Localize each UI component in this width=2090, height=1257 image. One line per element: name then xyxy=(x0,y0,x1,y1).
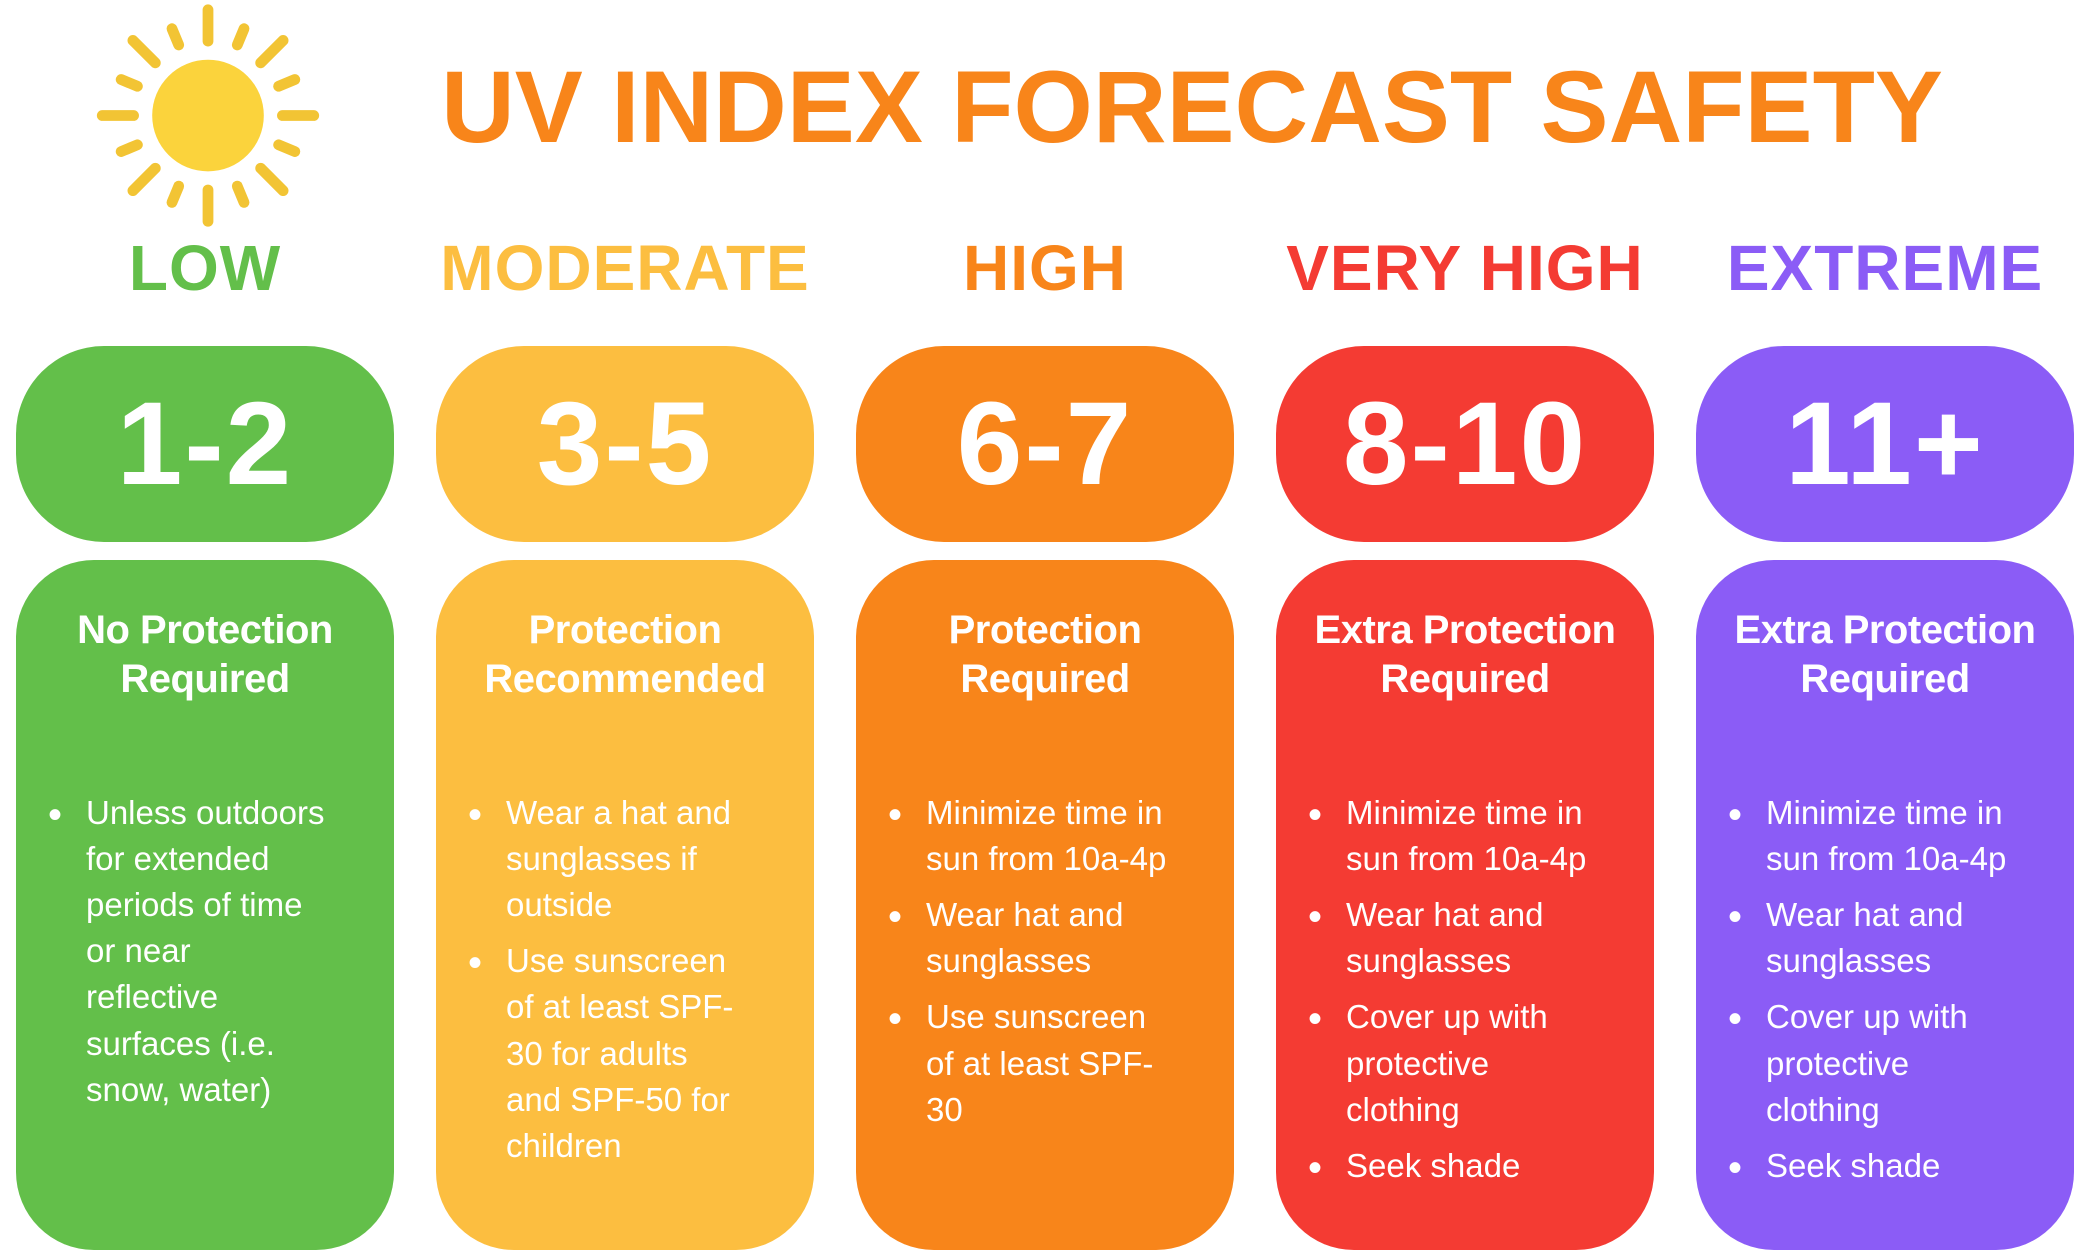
advice-item: Use sunscreen of at least SPF-30 xyxy=(880,991,1170,1133)
advice-heading: Extra Protection Required xyxy=(1314,608,1616,701)
uv-advice-card: Protection Recommended Wear a hat and su… xyxy=(436,560,814,1250)
advice-heading: No Protection Required xyxy=(77,608,333,701)
advice-list: Unless outdoors for extended periods of … xyxy=(40,787,370,1113)
uv-range-value: 3-5 xyxy=(536,378,714,510)
advice-item: Wear a hat and sunglasses if outside xyxy=(460,787,750,929)
uv-advice-card: No Protection Required Unless outdoors f… xyxy=(16,560,394,1250)
advice-item: Use sunscreen of at least SPF-30 for adu… xyxy=(460,935,750,1169)
advice-item: Cover up with protective clothing xyxy=(1300,991,1590,1133)
advice-heading: Protection Recommended xyxy=(484,608,766,701)
uv-range-value: 1-2 xyxy=(116,378,294,510)
uv-advice-card: Extra Protection Required Minimize time … xyxy=(1696,560,2074,1250)
uv-level-column-moderate: MODERATE 3-5 Protection Recommended Wear… xyxy=(436,224,814,1250)
uv-range-value: 8-10 xyxy=(1342,378,1588,510)
advice-item: Seek shade xyxy=(1720,1140,2010,1196)
advice-item: Seek shade xyxy=(1300,1140,1590,1196)
uv-level-column-very-high: VERY HIGH 8-10 Extra Protection Required… xyxy=(1276,224,1654,1250)
uv-advice-card: Extra Protection Required Minimize time … xyxy=(1276,560,1654,1250)
advice-item: Unless outdoors for extended periods of … xyxy=(40,787,330,1113)
uv-advice-card: Protection Required Minimize time in sun… xyxy=(856,560,1234,1250)
advice-item: Minimize time in sun from 10a-4p xyxy=(1300,787,1590,882)
advice-item: Wear hat and sunglasses xyxy=(1300,889,1590,984)
uv-level-column-low: LOW 1-2 No Protection Required Unless ou… xyxy=(16,224,394,1250)
uv-level-column-high: HIGH 6-7 Protection Required Minimize ti… xyxy=(856,224,1234,1250)
uv-range-pill: 1-2 xyxy=(16,346,394,542)
uv-level-label: HIGH xyxy=(963,232,1127,304)
uv-index-board: LOW 1-2 No Protection Required Unless ou… xyxy=(0,224,2090,1250)
uv-level-column-extreme: EXTREME 11+ Extra Protection Required Mi… xyxy=(1696,224,2074,1250)
advice-list: Minimize time in sun from 10a-4p Wear ha… xyxy=(880,787,1210,1133)
uv-level-label: EXTREME xyxy=(1726,232,2044,304)
advice-item: Minimize time in sun from 10a-4p xyxy=(1720,787,2010,882)
advice-heading: Extra Protection Required xyxy=(1734,608,2036,701)
uv-range-pill: 3-5 xyxy=(436,346,814,542)
advice-list: Minimize time in sun from 10a-4p Wear ha… xyxy=(1720,787,2050,1197)
page-title: UV INDEX FORECAST SAFETY xyxy=(441,50,1943,164)
advice-item: Wear hat and sunglasses xyxy=(1720,889,2010,984)
advice-item: Cover up with protective clothing xyxy=(1720,991,2010,1133)
uv-range-pill: 6-7 xyxy=(856,346,1234,542)
advice-item: Wear hat and sunglasses xyxy=(880,889,1170,984)
advice-heading: Protection Required xyxy=(948,608,1142,701)
sun-icon xyxy=(88,0,328,235)
advice-list: Minimize time in sun from 10a-4p Wear ha… xyxy=(1300,787,1630,1197)
uv-range-value: 11+ xyxy=(1785,378,1985,510)
header: UV INDEX FORECAST SAFETY xyxy=(0,0,2090,227)
advice-list: Wear a hat and sunglasses if outside Use… xyxy=(460,787,790,1170)
uv-level-label: LOW xyxy=(128,232,282,304)
uv-range-value: 6-7 xyxy=(956,378,1134,510)
uv-level-label: VERY HIGH xyxy=(1286,232,1644,304)
uv-range-pill: 8-10 xyxy=(1276,346,1654,542)
uv-level-label: MODERATE xyxy=(440,232,810,304)
advice-item: Minimize time in sun from 10a-4p xyxy=(880,787,1170,882)
uv-range-pill: 11+ xyxy=(1696,346,2074,542)
